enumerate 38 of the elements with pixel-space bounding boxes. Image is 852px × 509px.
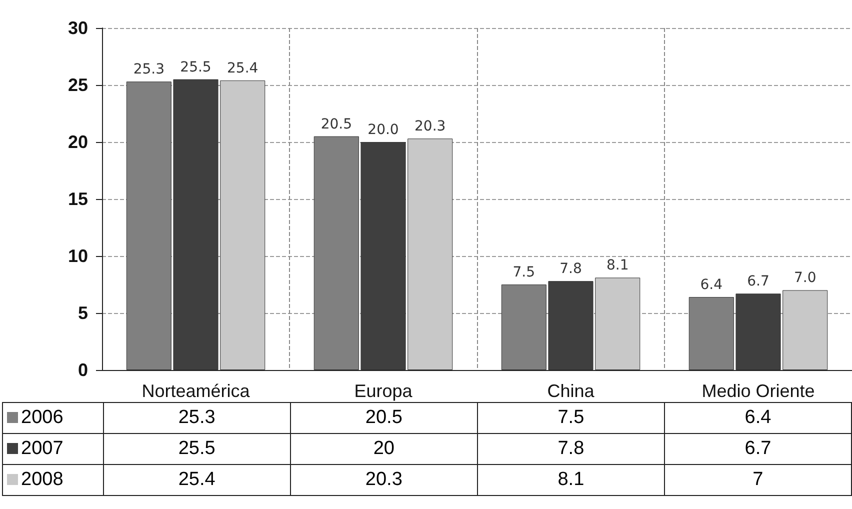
legend-label: 2006 [2,402,104,434]
data-label: 25.3 [133,62,164,78]
data-label: 20.0 [368,122,399,138]
y-tick-label: 25 [68,75,88,95]
legend-label: 2007 [2,434,104,464]
text: 6.4 [664,402,852,434]
y-tick-label: 0 [78,360,88,380]
y-tick-label: 5 [78,303,88,323]
data-label: 6.7 [747,274,770,290]
text: 25.3 [103,402,290,434]
x-tick-label: Medio Oriente [702,381,815,401]
text: 8.1 [477,464,664,496]
text: 25.4 [103,464,290,496]
text: 20 [290,434,478,464]
text: 20.3 [290,464,478,496]
y-tick-label: 30 [68,18,88,38]
data-label: 20.3 [414,118,446,135]
data-label: 7.0 [794,270,816,286]
y-tick-label: 20 [68,132,88,152]
text: 7 [664,464,852,496]
text: 7.5 [477,402,664,434]
x-tick-label: China [547,381,596,401]
data-label: 7.8 [560,261,582,278]
text: 6.7 [664,434,852,464]
data-label: 7.5 [512,264,536,280]
text: 25.5 [103,434,290,464]
text: 7.8 [477,434,664,464]
data-label: 25.4 [227,60,258,76]
text: 20.5 [290,402,478,434]
data-label: 6.4 [700,277,723,294]
legend-label: 2008 [2,464,104,496]
x-tick-label: Europa [354,381,414,401]
y-tick-label: 10 [68,246,88,266]
data-label: 20.5 [320,116,352,132]
data-label: 25.5 [180,59,212,76]
y-tick-label: 15 [68,189,88,209]
data-label: 8.1 [606,258,629,274]
x-tick-label: Norteamérica [142,381,251,401]
